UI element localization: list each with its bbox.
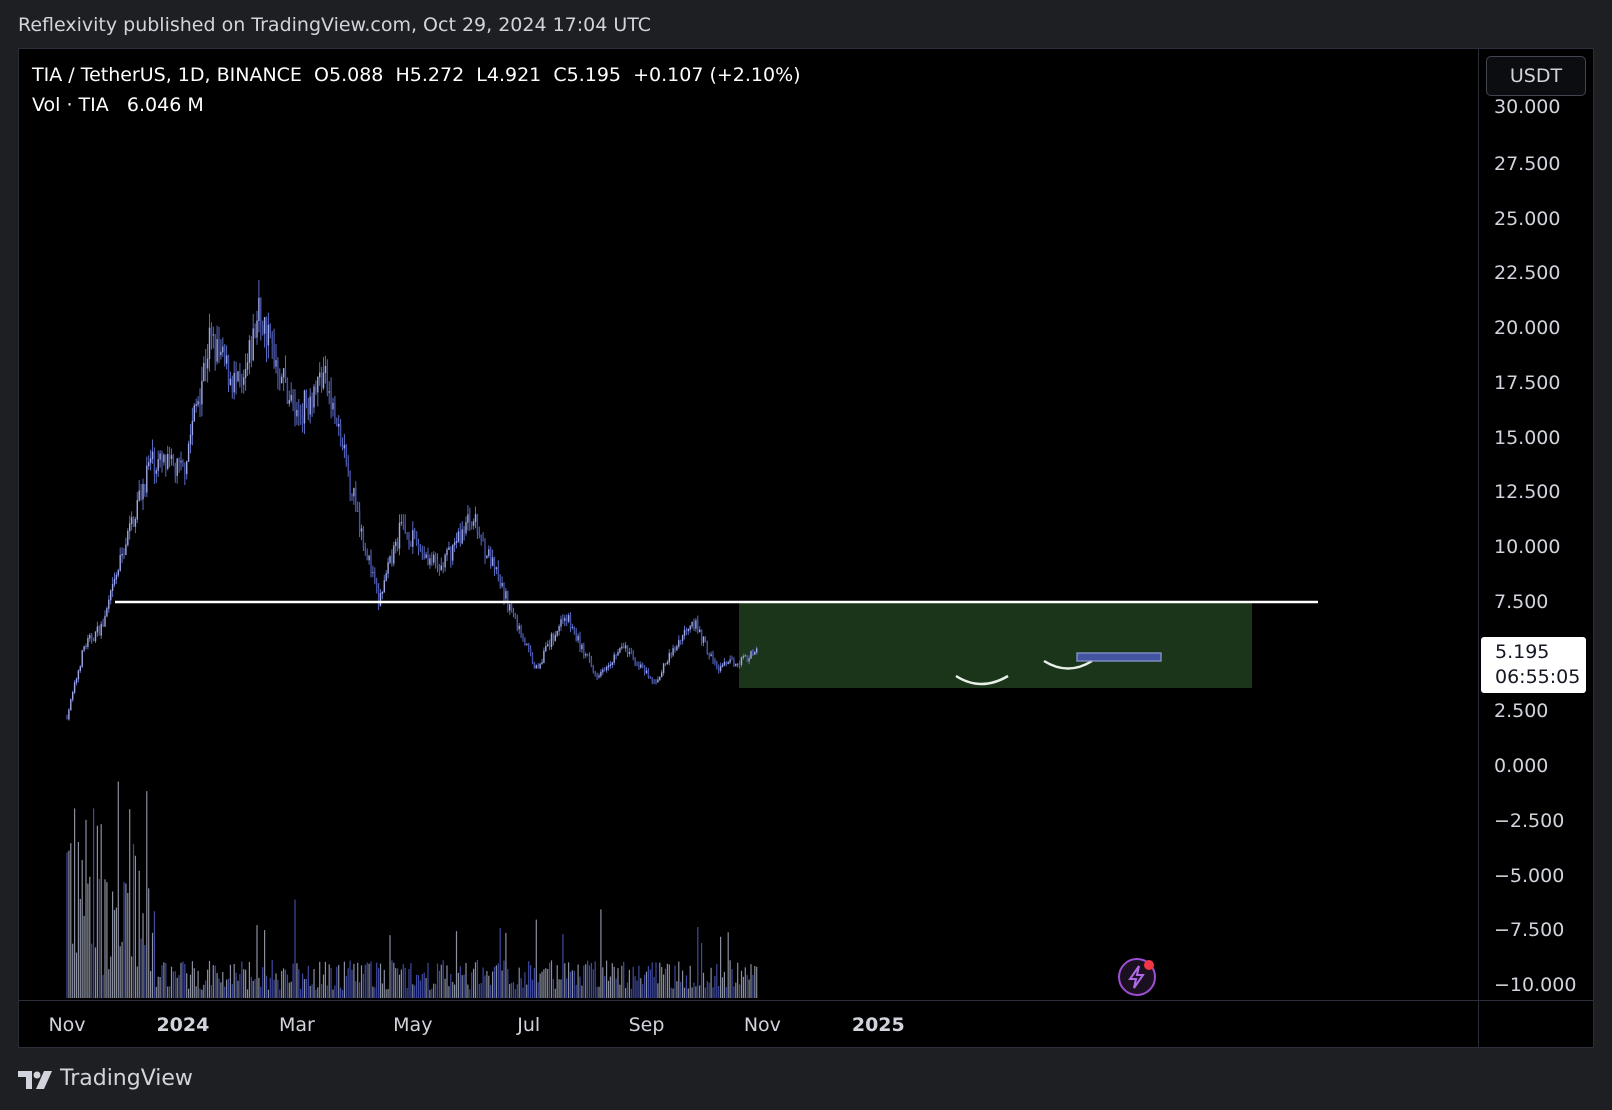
time-tick-label: May — [393, 1014, 433, 1036]
time-tick-label: 2024 — [156, 1014, 210, 1036]
rounded-bottom-arc-1[interactable] — [955, 674, 1009, 686]
price-tick-label: 7.500 — [1494, 590, 1549, 613]
time-tick-label: 2025 — [851, 1014, 905, 1036]
footer-brand[interactable]: TradingView — [60, 1066, 193, 1091]
low-value: L4.921 — [476, 64, 542, 86]
high-value: H5.272 — [395, 64, 465, 86]
volume-bars — [66, 781, 758, 998]
publish-header: Reflexivity published on TradingView.com… — [0, 0, 1612, 48]
price-axis-separator — [1478, 48, 1479, 1048]
price-tick-label: 20.000 — [1494, 317, 1561, 339]
price-tick-label: 27.500 — [1494, 152, 1561, 175]
bar-countdown: 06:55:05 — [1495, 666, 1581, 688]
price-tick-label: 2.500 — [1494, 700, 1549, 723]
tradingview-logo-icon[interactable] — [18, 1069, 56, 1091]
price-tick-label: 22.500 — [1494, 262, 1561, 285]
time-tick-label: Nov — [48, 1014, 86, 1036]
symbol-label[interactable]: TIA / TetherUS, 1D, BINANCE — [32, 64, 302, 86]
volume-legend: Vol · TIA 6.046 M — [32, 94, 204, 116]
volume-value: 6.046 M — [126, 94, 204, 116]
last-price-value: 5.195 — [1495, 641, 1550, 663]
price-tick-label: −10.000 — [1494, 974, 1577, 996]
price-tick-label: 30.000 — [1494, 96, 1561, 118]
time-axis-separator — [18, 1000, 1594, 1001]
volume-label[interactable]: Vol · TIA — [32, 94, 109, 116]
rounded-bottom-arc-2[interactable] — [1043, 659, 1093, 670]
price-tick-label: −5.000 — [1494, 864, 1565, 887]
last-price-label: 5.195 06:55:05 — [1481, 637, 1586, 693]
currency-button[interactable]: USDT — [1486, 56, 1586, 96]
price-tick-label: 15.000 — [1494, 426, 1561, 449]
footer — [0, 1050, 1612, 1110]
notification-dot — [1144, 960, 1154, 970]
price-tick-label: 17.500 — [1494, 371, 1561, 394]
close-value: C5.195 — [553, 64, 622, 86]
publish-text: Reflexivity published on TradingView.com… — [18, 14, 652, 36]
change-value: +0.107 (+2.10%) — [633, 64, 801, 86]
ohlc-legend: TIA / TetherUS, 1D, BINANCE O5.088 H5.27… — [32, 64, 801, 86]
candles — [66, 279, 758, 721]
price-tick-label: 25.000 — [1494, 207, 1561, 230]
chart-pane[interactable] — [18, 48, 1594, 1048]
price-tick-label: −2.500 — [1494, 809, 1565, 832]
time-tick-label: Nov — [743, 1014, 781, 1036]
range-box[interactable] — [739, 603, 1252, 688]
price-tick-label: −7.500 — [1494, 919, 1565, 942]
price-tick-label: 12.500 — [1494, 481, 1561, 504]
open-value: O5.088 — [314, 64, 384, 86]
price-tick-label: 0.000 — [1494, 755, 1549, 777]
support-marker[interactable] — [1076, 652, 1162, 662]
time-tick-label: Mar — [278, 1014, 315, 1036]
time-tick-label: Sep — [628, 1014, 665, 1036]
time-tick-label: Jul — [517, 1014, 541, 1036]
price-tick-label: 10.000 — [1494, 536, 1561, 558]
